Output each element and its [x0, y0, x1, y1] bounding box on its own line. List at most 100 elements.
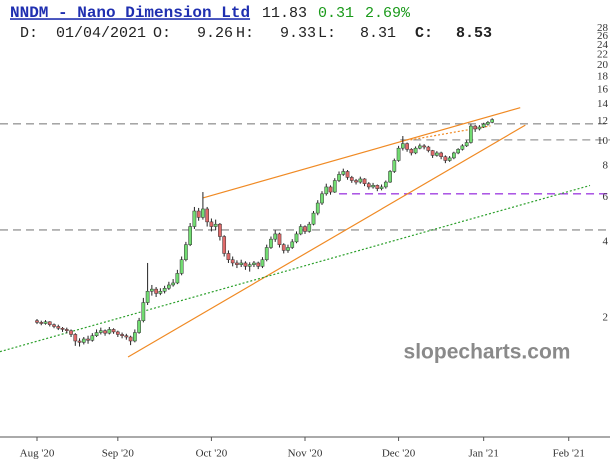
candle-body: [64, 329, 69, 331]
candle-body: [115, 331, 120, 335]
candle-body: [337, 174, 341, 181]
candle-body: [154, 288, 158, 294]
candle-body: [235, 262, 239, 265]
x-tick-label: Nov '20: [288, 448, 323, 460]
candle-body: [120, 334, 124, 336]
candle-body: [52, 324, 56, 327]
candle-body: [201, 208, 205, 218]
candle-body: [354, 180, 358, 183]
candle-body: [243, 262, 248, 267]
candle-body: [128, 336, 133, 342]
candle-body: [107, 329, 112, 334]
y-tick-label: 20: [597, 59, 609, 71]
y-tick-label: 26: [597, 30, 609, 42]
low-value: 8.31: [360, 25, 396, 42]
date-label: D:: [20, 25, 38, 42]
y-tick-label: 24: [597, 39, 609, 51]
x-tick-label: Aug '20: [20, 448, 55, 460]
candle-body: [35, 320, 39, 323]
candle-body: [150, 288, 154, 292]
price-change: 0.31: [318, 5, 354, 22]
close-label: C:: [415, 25, 433, 42]
x-tick-label: Oct '20: [196, 448, 228, 460]
y-tick-label: 14: [597, 98, 609, 110]
candle-body: [90, 335, 95, 341]
candle-body: [222, 236, 227, 254]
candle-body: [422, 145, 426, 148]
candle-body: [273, 233, 278, 240]
candle-body: [447, 157, 452, 161]
candle-body: [379, 186, 384, 189]
candle-body: [162, 288, 167, 292]
x-tick-label: Jan '21: [468, 448, 498, 460]
x-tick-label: Feb '21: [553, 448, 585, 460]
candle-body: [98, 330, 103, 333]
trend-line: [127, 124, 526, 358]
candle-body: [464, 142, 469, 147]
candle-body: [392, 160, 397, 172]
candle-body: [324, 186, 329, 195]
candle-body: [366, 183, 371, 188]
x-tick-label: Dec '20: [382, 448, 416, 460]
candle-body: [184, 244, 188, 260]
candle-body: [124, 335, 129, 338]
close-value: 8.53: [456, 25, 492, 42]
candle-body: [430, 150, 435, 156]
candle-body: [69, 330, 73, 335]
candle-body: [111, 329, 116, 333]
candle-body: [477, 126, 482, 130]
last-price: 11.83: [262, 5, 307, 22]
y-tick-label: 6: [603, 191, 609, 203]
y-tick-label: 18: [597, 70, 609, 82]
candle-body: [175, 273, 180, 284]
candle-body: [286, 247, 290, 251]
candle-body: [375, 185, 380, 189]
candle-body: [226, 253, 231, 260]
candle-body: [192, 210, 197, 227]
y-tick-label: 12: [597, 115, 608, 127]
candle-body: [252, 262, 256, 265]
candle-body: [371, 185, 375, 188]
candle-body: [141, 302, 146, 321]
candle-body: [137, 320, 141, 333]
candle-body: [179, 259, 184, 274]
y-tick-label: 28: [597, 22, 609, 34]
y-tick-label: 8: [603, 159, 609, 171]
candle-body: [86, 338, 90, 341]
candle-body: [400, 143, 405, 149]
candle-body: [460, 145, 465, 150]
high-label: H:: [236, 25, 254, 42]
open-value: 9.26: [197, 25, 233, 42]
candle-body: [205, 208, 210, 223]
candle-body: [188, 226, 192, 245]
low-label: L:: [318, 25, 336, 42]
candle-body: [439, 152, 443, 157]
candle-body: [405, 143, 409, 150]
candle-body: [358, 178, 363, 183]
y-tick-label: 4: [603, 235, 609, 247]
candle-body: [311, 212, 316, 225]
trend-line: [0, 184, 591, 353]
candle-body: [332, 180, 337, 193]
candle-body: [60, 327, 65, 330]
price-change-pct: 2.69%: [365, 5, 411, 22]
candle-body: [328, 186, 333, 193]
candle-body: [409, 149, 414, 154]
candle-body: [320, 193, 324, 204]
candle-body: [103, 330, 107, 334]
candle-body: [239, 262, 244, 265]
candle-body: [315, 202, 320, 214]
candle-body: [396, 147, 401, 161]
candle-body: [196, 210, 201, 218]
candle-body: [443, 156, 448, 161]
candle-body: [456, 149, 460, 154]
candle-body: [277, 233, 282, 245]
candle-body: [281, 244, 286, 251]
candle-body: [171, 282, 175, 286]
candle-body: [132, 332, 137, 342]
candle-body: [307, 223, 312, 232]
symbol-title[interactable]: NNDM - Nano Dimension Ltd: [10, 4, 250, 22]
candle-body: [341, 171, 346, 175]
candle-body: [73, 334, 78, 342]
